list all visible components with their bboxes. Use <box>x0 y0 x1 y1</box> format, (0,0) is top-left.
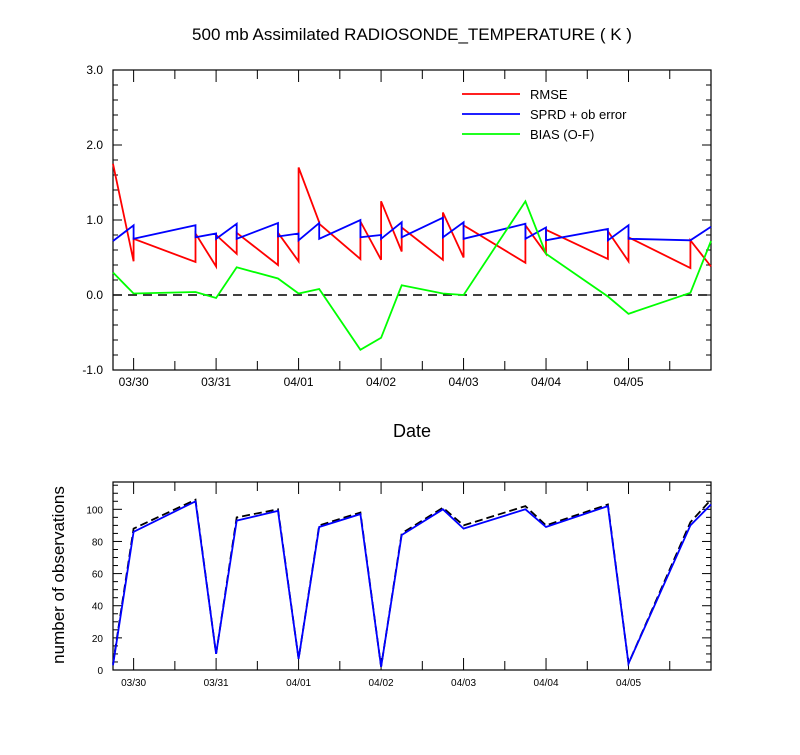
top-y-tick-label: -1.0 <box>82 363 103 377</box>
top-y-tick-label: 2.0 <box>86 138 103 152</box>
legend-label-0: RMSE <box>530 87 568 102</box>
top-series-sprd-ob-error-line <box>112 216 712 243</box>
bottom-y-axis-label: number of observations <box>49 486 68 664</box>
chart-title: 500 mb Assimilated RADIOSONDE_TEMPERATUR… <box>192 25 632 44</box>
bottom-y-tick-label: 40 <box>92 602 104 613</box>
bottom-x-tick-label: 04/01 <box>286 678 311 689</box>
legend-label-1: SPRD + ob error <box>530 107 627 122</box>
bottom-x-tick-label: 03/31 <box>204 678 229 689</box>
bottom-y-tick-label: 0 <box>97 666 103 677</box>
bottom-y-tick-label: 60 <box>92 570 104 581</box>
top-x-tick-label: 04/05 <box>614 375 644 389</box>
bottom-plot-frame <box>112 481 712 671</box>
bottom-x-tick-label: 04/05 <box>616 678 641 689</box>
bottom-x-tick-label: 04/03 <box>451 678 476 689</box>
bottom-x-tick-label: 04/04 <box>534 678 559 689</box>
top-y-tick-label: 1.0 <box>86 213 103 227</box>
top-series-bias-o-f-line <box>112 199 712 351</box>
top-x-tick-label: 03/30 <box>119 375 149 389</box>
bottom-series-solid-blue-line <box>112 499 712 667</box>
bottom-series-dashed-black-line <box>112 498 712 667</box>
top-x-axis-label: Date <box>393 421 431 441</box>
top-x-tick-label: 04/03 <box>449 375 479 389</box>
bottom-x-tick-label: 04/02 <box>369 678 394 689</box>
top-x-tick-label: 03/31 <box>201 375 231 389</box>
top-y-tick-label: 3.0 <box>86 63 103 77</box>
bottom-y-tick-label: 100 <box>86 505 103 516</box>
bottom-x-tick-label: 03/30 <box>121 678 146 689</box>
bottom-y-tick-label: 80 <box>92 537 104 548</box>
legend-label-2: BIAS (O-F) <box>530 127 594 142</box>
top-y-tick-label: 0.0 <box>86 288 103 302</box>
bottom-y-tick-label: 20 <box>92 634 104 645</box>
top-x-tick-label: 04/02 <box>366 375 396 389</box>
top-series-rmse-line <box>112 163 712 270</box>
top-x-tick-label: 04/01 <box>284 375 314 389</box>
top-x-tick-label: 04/04 <box>531 375 561 389</box>
